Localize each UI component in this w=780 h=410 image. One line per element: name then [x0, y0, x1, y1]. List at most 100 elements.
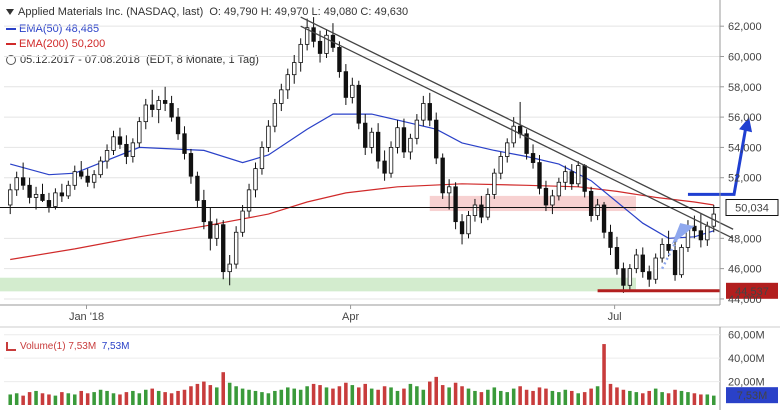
volume-bar: [105, 390, 109, 405]
volume-bar: [389, 387, 393, 405]
candle-body: [91, 174, 97, 183]
candle-body: [698, 230, 704, 241]
candle-body: [588, 190, 594, 216]
volume-last-box: [726, 387, 778, 404]
volume-value: 7,53M: [68, 341, 97, 352]
volume-bar: [589, 388, 593, 405]
legend-ema200[interactable]: EMA(200) 50,200: [6, 38, 105, 50]
volume-bar: [318, 385, 322, 405]
price-tick-label: 54,000: [728, 142, 762, 154]
candle-body: [653, 257, 658, 280]
candle-body: [363, 122, 368, 148]
volume-bar: [537, 387, 542, 405]
volume-bar: [214, 387, 219, 405]
candle-body: [537, 162, 542, 189]
candle-body: [434, 119, 439, 159]
candle-body: [8, 189, 13, 206]
candle-body: [311, 27, 316, 42]
candle-body: [279, 89, 284, 104]
volume-bar: [473, 390, 477, 405]
candle-body: [292, 62, 297, 76]
trendline-upper[interactable]: [300, 16, 734, 230]
candle-body: [395, 127, 400, 148]
volume-bar: [395, 390, 400, 405]
candle-body: [337, 46, 342, 73]
volume-bar: [640, 393, 645, 405]
volume-bar: [195, 383, 200, 405]
price-tick-label: 48,000: [728, 233, 762, 245]
volume-bar: [227, 382, 232, 405]
candle-body: [679, 247, 684, 276]
candle-body: [304, 27, 310, 45]
candle-body: [659, 243, 665, 259]
candle-body: [195, 175, 200, 201]
candle-body: [369, 131, 374, 148]
volume-bar: [143, 389, 148, 405]
candle-body: [563, 171, 568, 183]
triangle-down-icon: [6, 9, 14, 16]
volume-last-label: 7,53M: [737, 390, 768, 402]
last-price-box: [725, 199, 779, 217]
volume-bar: [169, 393, 174, 405]
candle-body: [227, 263, 232, 273]
volume-bar: [582, 392, 587, 405]
candle-body: [208, 221, 213, 239]
volume-bar: [440, 385, 445, 405]
volume-bar: [699, 394, 703, 405]
pullback-arrow-icon: [671, 223, 695, 245]
volume-bar: [273, 390, 277, 405]
volume-bar: [666, 393, 671, 405]
candle-body: [272, 103, 278, 127]
volume-bar: [524, 389, 529, 405]
volume-bar: [621, 389, 626, 405]
last-price-label: 50,034: [735, 203, 769, 215]
candle-body: [317, 40, 323, 54]
volume-bar: [608, 383, 613, 405]
candle-body: [421, 103, 426, 121]
volume-bar: [221, 372, 226, 405]
volume-bar: [653, 388, 658, 405]
volume-bar: [427, 381, 432, 405]
volume-bar: [176, 390, 180, 405]
volume-bar: [72, 394, 77, 405]
candle-body: [117, 136, 123, 145]
volume-bar: [27, 392, 32, 405]
volume-bar: [298, 389, 303, 405]
candle-body: [401, 127, 407, 153]
candle-body: [550, 195, 555, 206]
volume-bar: [466, 388, 471, 405]
chart-settings: (EDT, 8 Monate, 1 Tag): [146, 54, 259, 66]
breakout-arrow: [687, 125, 748, 196]
volume-bar: [402, 388, 406, 405]
volume-bar: [692, 393, 697, 405]
candle-body: [343, 71, 349, 98]
volume-bar: [137, 393, 142, 405]
candle-body: [72, 171, 77, 186]
volume-bar: [576, 393, 581, 405]
trendline-lower[interactable]: [300, 25, 734, 239]
candle-body: [221, 224, 226, 273]
candle-body: [20, 177, 26, 186]
volume-bar: [337, 386, 342, 405]
candle-body: [246, 189, 252, 212]
candle-body: [459, 221, 465, 235]
volume-bar: [602, 344, 606, 405]
candle-body: [298, 43, 303, 63]
volume-bar: [518, 386, 522, 405]
volume-bar: [356, 387, 361, 405]
candle-body: [259, 147, 265, 170]
date-range: 05.12.2017 - 07.08.2018: [20, 54, 140, 66]
volume-bar: [382, 386, 387, 405]
ema200-swatch: [6, 43, 16, 46]
volume-bar: [563, 389, 568, 405]
candle-body: [634, 254, 639, 270]
volume-bar: [34, 390, 38, 405]
candle-body: [627, 268, 633, 286]
volume-bar: [569, 390, 574, 405]
volume-tick-label: 20,00M: [728, 377, 765, 389]
candle-body: [240, 210, 245, 233]
candle-body: [582, 165, 587, 192]
volume-bar: [189, 386, 193, 405]
candle-body: [182, 133, 187, 154]
